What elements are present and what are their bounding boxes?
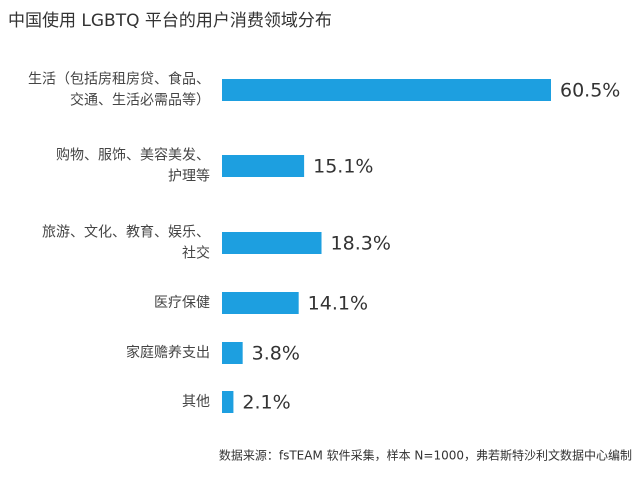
bar	[222, 232, 322, 254]
value-label: 18.3%	[331, 233, 391, 255]
value-label: 14.1%	[308, 293, 368, 315]
bar	[222, 292, 299, 314]
category-label: 其他	[182, 394, 210, 410]
chart-title: 中国使用 LGBTQ 平台的用户消费领域分布	[8, 10, 332, 31]
bar	[222, 79, 551, 101]
value-label: 3.8%	[252, 343, 300, 365]
category-label: 家庭赡养支出	[126, 344, 210, 361]
bar	[222, 155, 305, 177]
category-label: 旅游、文化、教育、娱乐、	[42, 225, 210, 241]
category-label: 社交	[182, 245, 210, 262]
category-label: 交通、生活必需品等）	[70, 92, 210, 109]
category-label: 购物、服饰、美容美发、	[56, 147, 210, 164]
value-label: 60.5%	[560, 80, 620, 102]
category-label: 生活（包括房租房贷、食品、	[28, 71, 210, 88]
value-label: 15.1%	[313, 156, 373, 178]
bar	[222, 342, 243, 364]
category-label: 护理等	[168, 168, 210, 185]
source-note: 数据来源：fsTEAM 软件采集，样本 N=1000，弗若斯特沙利文数据中心编制	[219, 448, 632, 463]
bar	[222, 391, 234, 413]
value-label: 2.1%	[242, 392, 290, 414]
category-label: 医疗保健	[154, 295, 210, 311]
